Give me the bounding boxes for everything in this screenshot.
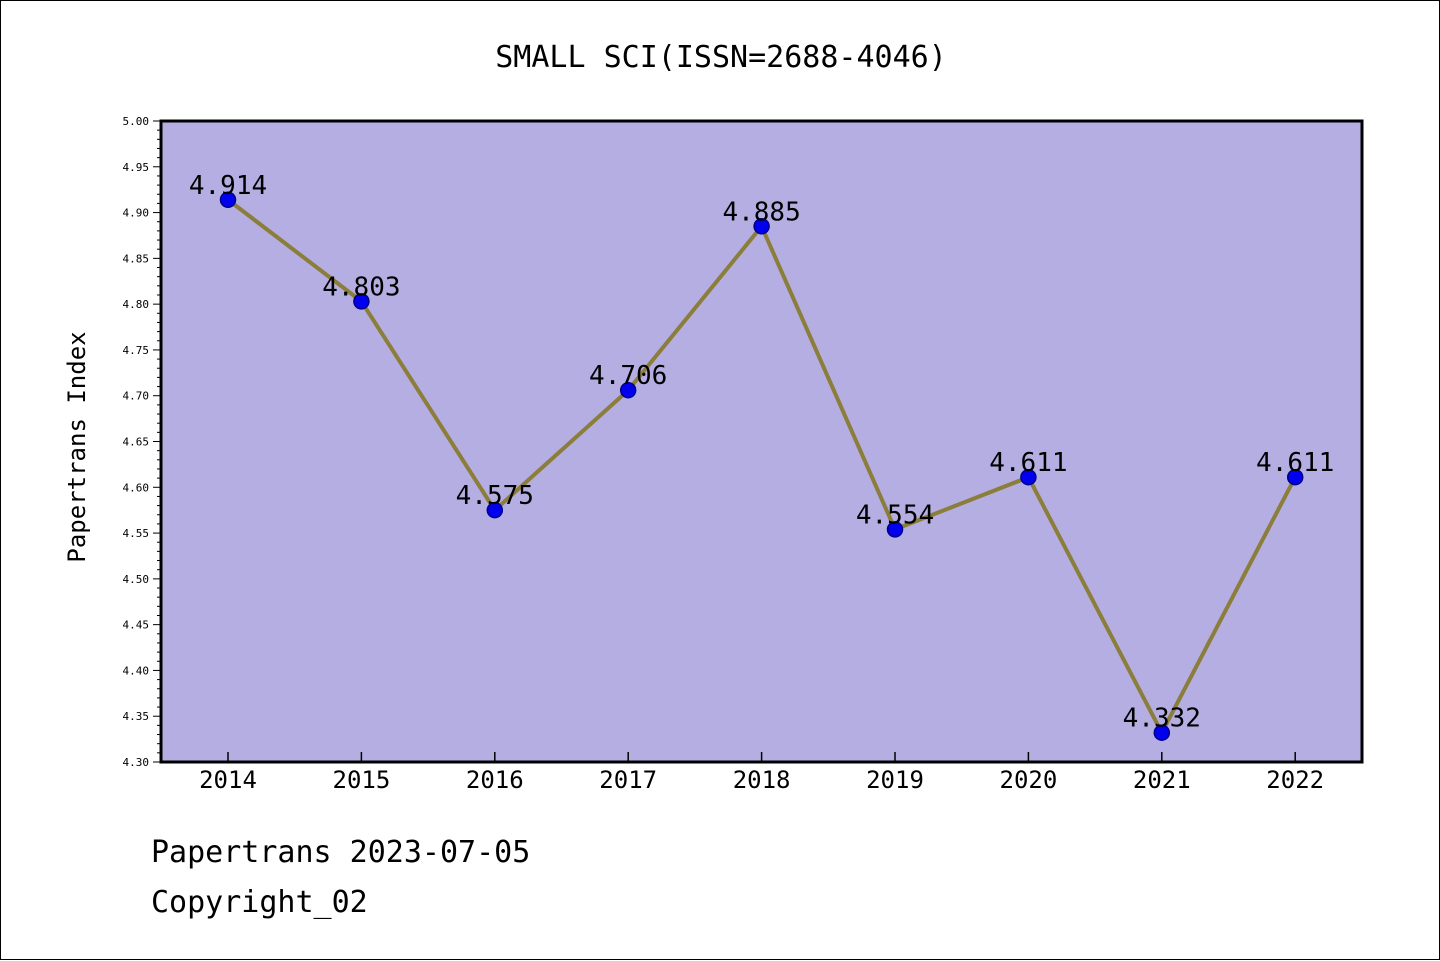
y-tick-label: 4.75 bbox=[123, 344, 150, 357]
y-tick-label: 4.40 bbox=[123, 664, 150, 677]
chart-title: SMALL SCI(ISSN=2688-4046) bbox=[495, 40, 947, 75]
y-tick-label: 4.90 bbox=[123, 207, 150, 220]
y-tick-label: 4.45 bbox=[123, 619, 150, 632]
x-tick-label: 2022 bbox=[1266, 766, 1324, 794]
x-tick-label: 2015 bbox=[333, 766, 391, 794]
y-tick-label: 4.85 bbox=[123, 252, 150, 265]
y-tick-label: 4.65 bbox=[123, 436, 150, 449]
data-point bbox=[486, 501, 504, 519]
data-point bbox=[619, 381, 637, 399]
x-tick-label: 2019 bbox=[866, 766, 924, 794]
x-tick-label: 2016 bbox=[466, 766, 524, 794]
data-label: 4.885 bbox=[722, 197, 800, 227]
data-label: 4.803 bbox=[322, 272, 400, 302]
data-point bbox=[1286, 468, 1304, 486]
x-tick-label: 2021 bbox=[1133, 766, 1191, 794]
y-tick-label: 4.95 bbox=[123, 161, 150, 174]
data-point bbox=[753, 218, 770, 235]
data-label: 4.332 bbox=[1123, 704, 1201, 734]
data-point bbox=[1020, 468, 1037, 486]
data-labels: 4.914 4.803 4.575 4.706 4.885 4.554 4.611 4.332… bbox=[189, 171, 1334, 734]
x-tick-label: 2018 bbox=[733, 766, 791, 794]
data-point bbox=[353, 293, 370, 310]
series-markers bbox=[219, 191, 1304, 741]
y-tick-label: 4.80 bbox=[123, 298, 150, 311]
footer-date: Papertrans 2023-07-05 bbox=[151, 835, 531, 870]
x-tick-label: 2014 bbox=[199, 766, 257, 794]
x-tick-label: 2020 bbox=[1000, 766, 1058, 794]
y-tick-label: 4.35 bbox=[123, 710, 150, 723]
y-tick-label: 4.50 bbox=[123, 573, 150, 586]
data-label: 4.914 bbox=[189, 171, 267, 201]
data-point bbox=[1153, 724, 1171, 741]
data-label: 4.611 bbox=[1256, 448, 1334, 478]
plot-frame bbox=[159, 119, 1364, 764]
data-label: 4.554 bbox=[856, 500, 934, 530]
y-axis-label: Papertrans Index bbox=[63, 331, 91, 562]
y-tick-label: 4.60 bbox=[123, 481, 150, 494]
data-label: 4.575 bbox=[456, 481, 534, 511]
data-point bbox=[886, 521, 904, 538]
y-tick-label: 4.30 bbox=[123, 756, 150, 769]
x-axis: 2014 2015 2016 2017 2018 2019 2020 2021 2022 bbox=[199, 752, 1324, 794]
y-tick-label: 4.70 bbox=[123, 390, 150, 403]
data-label: 4.611 bbox=[989, 448, 1067, 478]
data-point bbox=[219, 191, 237, 209]
y-tick-label: 5.00 bbox=[123, 115, 150, 128]
data-label: 4.706 bbox=[589, 361, 667, 391]
y-axis: 4.30 4.35 4.40 4.45 4.50 4.55 4.60 4.65 4.70 4.75… bbox=[123, 115, 161, 769]
x-tick-label: 2017 bbox=[599, 766, 657, 794]
y-tick-label: 4.55 bbox=[123, 527, 150, 540]
footer-copyright: Copyright_02 bbox=[151, 885, 368, 920]
